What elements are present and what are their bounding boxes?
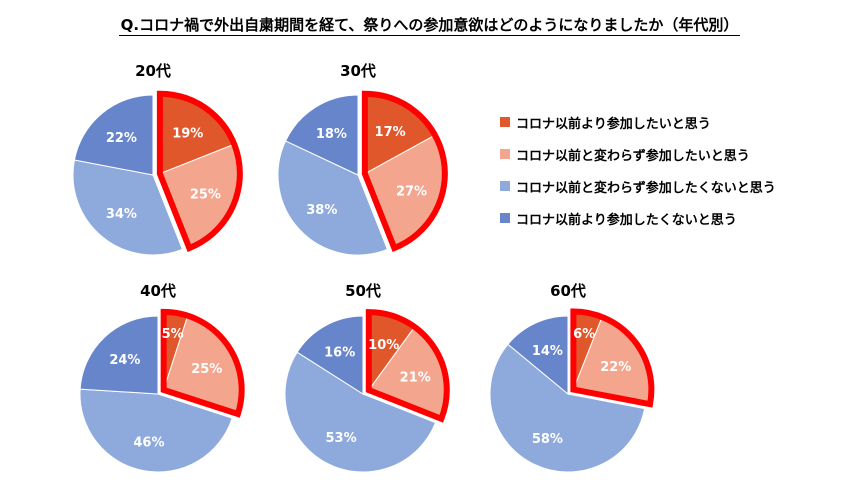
data-label: 19% [172, 127, 203, 142]
pie-slice [73, 94, 154, 176]
pie-slice [79, 388, 233, 473]
pie-chart: 50代 10% 21% 53% 16% [284, 282, 450, 473]
pie-title: 40代 [140, 282, 176, 300]
data-label: 34% [106, 207, 137, 222]
data-label: 22% [600, 360, 631, 375]
data-label: 16% [324, 346, 355, 361]
legend-item: コロナ以前より参加したいと思う [500, 112, 776, 132]
pie-slice [284, 351, 437, 473]
legend-label: コロナ以前より参加したくないと思う [516, 212, 737, 228]
legend-swatch [500, 117, 510, 127]
data-label: 25% [191, 362, 222, 377]
data-label: 21% [400, 371, 431, 386]
chart-title-text: Q.コロナ禍で外出自粛期間を経て、祭りへの参加意欲はどのようになりましたか（年代… [118, 16, 741, 36]
data-label: 58% [532, 432, 563, 447]
highlight-outline [156, 90, 243, 252]
legend-label: コロナ以前と変わらず参加したいと思う [516, 148, 750, 164]
chart-title: Q.コロナ禍で外出自粛期間を経て、祭りへの参加意欲はどのようになりましたか（年代… [0, 14, 859, 36]
data-label: 53% [325, 431, 356, 446]
legend-swatch [500, 149, 510, 159]
legend-item: コロナ以前と変わらず参加したいと思う [500, 144, 776, 164]
pie-title: 60代 [550, 282, 586, 300]
highlight-outline [570, 308, 655, 408]
legend-label: コロナ以前より参加したいと思う [516, 116, 711, 132]
data-label: 38% [306, 203, 337, 218]
pie-slice [72, 159, 184, 256]
pie-slice [507, 315, 569, 396]
pie-title: 30代 [340, 62, 376, 80]
pie-slice [296, 315, 364, 395]
data-label: 18% [316, 127, 347, 142]
pie-slice [277, 140, 389, 256]
pie-slice [489, 343, 646, 473]
pie-chart: 40代 5% 25% 46% 24% [79, 282, 245, 473]
data-label: 24% [109, 353, 140, 368]
highlight-outline [361, 90, 448, 252]
data-label: 17% [375, 125, 406, 140]
data-label: 22% [106, 131, 137, 146]
legend-swatch [500, 181, 510, 191]
data-label: 10% [368, 338, 399, 353]
data-label: 5% [162, 327, 184, 342]
highlight-outline [160, 308, 245, 418]
data-label: 14% [532, 344, 563, 359]
legend-item: コロナ以前と変わらず参加したくないと思う [500, 176, 776, 196]
pie-title: 50代 [345, 282, 381, 300]
pie-title: 20代 [135, 62, 171, 80]
pie-chart: 20代 19% 25% 34% 22% [72, 62, 243, 256]
data-label: 46% [133, 436, 164, 451]
pie-slice [284, 94, 359, 176]
pie-slice [79, 315, 159, 395]
legend-label: コロナ以前と変わらず参加したくないと思う [516, 180, 776, 196]
pie-chart: 30代 17% 27% 38% 18% [277, 62, 448, 256]
legend-swatch [500, 213, 510, 223]
legend-item: コロナ以前より参加したくないと思う [500, 208, 776, 228]
legend: コロナ以前より参加したいと思う コロナ以前と変わらず参加したいと思う コロナ以前… [500, 112, 776, 240]
pie-chart: 60代 6% 22% 58% 14% [489, 282, 655, 473]
highlight-outline [365, 309, 450, 423]
data-label: 27% [396, 184, 427, 199]
data-label: 6% [573, 327, 595, 342]
data-label: 25% [190, 187, 221, 202]
